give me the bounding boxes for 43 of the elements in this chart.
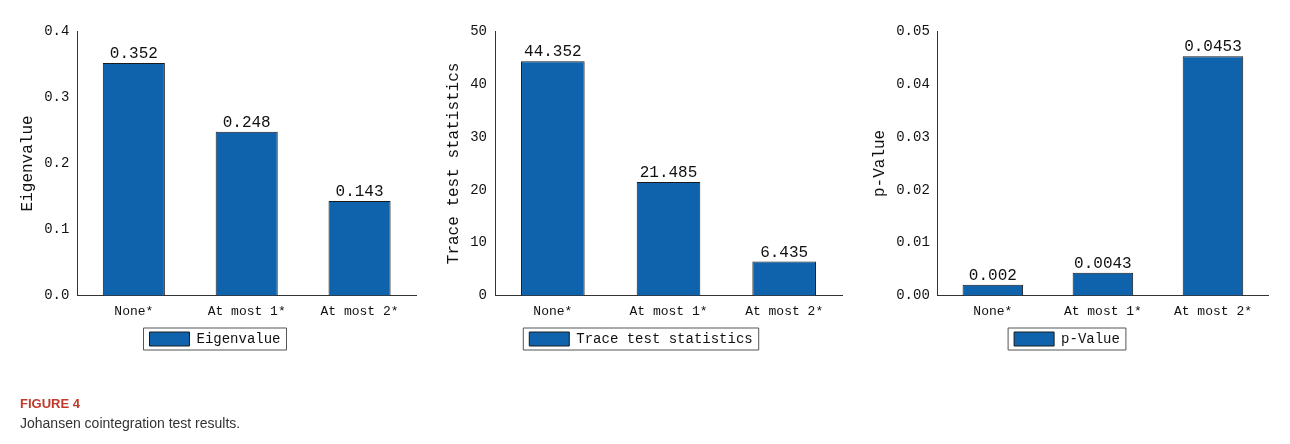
y-tick-label: 0.2 xyxy=(44,155,70,172)
x-tick-label: None* xyxy=(533,303,573,319)
y-tick-label: 50 xyxy=(470,23,487,40)
y-tick-label: 0.4 xyxy=(44,23,70,40)
data-label: 0.248 xyxy=(222,113,271,132)
data-label: 0.0453 xyxy=(1184,38,1242,57)
y-axis-title: p-Value xyxy=(870,129,889,198)
data-label: 0.0043 xyxy=(1074,254,1132,273)
x-tick-label: At most 2* xyxy=(745,303,824,319)
y-tick-label: 0.04 xyxy=(896,75,930,92)
y-tick-label: 0.0 xyxy=(44,287,70,304)
data-label: 0.352 xyxy=(109,45,158,64)
x-tick-label: At most 2* xyxy=(320,303,399,319)
data-label: 21.485 xyxy=(639,164,698,183)
x-tick-label: None* xyxy=(973,303,1013,319)
y-tick-label: 0.3 xyxy=(44,89,70,106)
legend-label: p-Value xyxy=(1061,330,1120,347)
x-tick-label: At most 1* xyxy=(1063,303,1142,319)
y-tick-label: 20 xyxy=(470,181,487,198)
caption: FIGURE 4 xyxy=(20,396,81,411)
y-tick-label: 0.1 xyxy=(44,221,70,238)
y-tick-label: 0.02 xyxy=(896,181,930,198)
legend-label: Eigenvalue xyxy=(196,330,281,347)
y-tick-label: 10 xyxy=(470,234,487,251)
data-label: 0.143 xyxy=(335,183,384,202)
x-tick-label: None* xyxy=(114,303,154,319)
y-tick-label: 0.01 xyxy=(896,234,930,251)
data-label: 6.435 xyxy=(760,243,809,262)
x-tick-label: At most 1* xyxy=(629,303,708,319)
y-axis-title: Eigenvalue xyxy=(18,115,37,212)
x-tick-label: At most 2* xyxy=(1173,303,1252,319)
y-tick-label: 0 xyxy=(478,287,487,304)
y-axis-title: Trace test statistics xyxy=(444,62,463,265)
y-tick-label: 0.05 xyxy=(896,23,930,40)
x-tick-label: At most 1* xyxy=(207,303,286,319)
data-label: 0.002 xyxy=(968,267,1017,286)
y-tick-label: 0.00 xyxy=(896,287,930,304)
legend-label: Trace test statistics xyxy=(576,330,753,347)
y-tick-label: 40 xyxy=(470,75,487,92)
y-tick-label: 0.03 xyxy=(896,128,930,145)
data-label: 44.352 xyxy=(524,43,582,62)
y-tick-label: 30 xyxy=(470,128,487,145)
text: Johansen cointegration test results. xyxy=(20,415,241,431)
